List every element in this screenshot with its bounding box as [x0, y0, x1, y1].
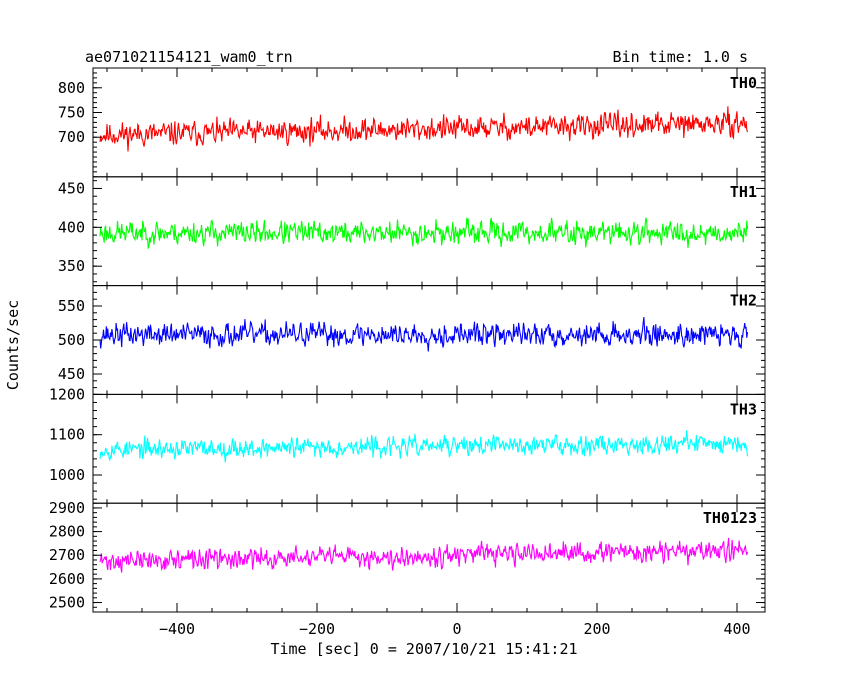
plot-title: ae071021154121_wam0_trn: [85, 48, 293, 66]
bin-time-label: Bin time: 1.0 s: [613, 48, 748, 66]
y-tick-label: 700: [58, 128, 85, 146]
y-tick-label: 800: [58, 79, 85, 97]
x-tick-label: 400: [723, 620, 750, 638]
y-tick-label: 2700: [49, 546, 85, 564]
y-tick-label: 750: [58, 104, 85, 122]
x-tick-label: 0: [452, 620, 461, 638]
series-line-th2: [99, 317, 749, 352]
series-name-th1: TH1: [730, 183, 757, 201]
series-line-th1: [99, 217, 749, 249]
y-tick-label: 1000: [49, 466, 85, 484]
y-axis-label: Counts/sec: [4, 300, 22, 390]
x-tick-label: −200: [299, 620, 335, 638]
panels-group: 700 750 800 TH0 350 400 450 TH1 450 500 550 TH2 1000…: [49, 67, 766, 638]
y-tick-label: 400: [58, 218, 85, 236]
y-tick-label: 500: [58, 331, 85, 349]
x-axis-label: Time [sec] 0 = 2007/10/21 15:41:21: [270, 640, 577, 658]
series-name-th0: TH0: [730, 74, 757, 92]
y-tick-label: 1100: [49, 426, 85, 444]
y-tick-label: 350: [58, 257, 85, 275]
y-tick-label: 2900: [49, 499, 85, 517]
series-line-th3: [99, 430, 749, 463]
y-tick-label: 450: [58, 179, 85, 197]
series-line-th0123: [99, 537, 749, 573]
series-name-th0123: TH0123: [703, 509, 757, 527]
series-name-th2: TH2: [730, 292, 757, 310]
y-tick-label: 550: [58, 297, 85, 315]
y-tick-label: 2500: [49, 594, 85, 612]
panel-frame-th0123: [92, 502, 766, 613]
y-tick-label: 2600: [49, 570, 85, 588]
series-name-th3: TH3: [730, 400, 757, 418]
x-tick-label: 200: [583, 620, 610, 638]
y-tick-label: 1200: [49, 385, 85, 403]
y-tick-label: 2800: [49, 523, 85, 541]
x-tick-label: −400: [159, 620, 195, 638]
series-line-th0: [99, 106, 749, 152]
y-tick-label: 450: [58, 365, 85, 383]
